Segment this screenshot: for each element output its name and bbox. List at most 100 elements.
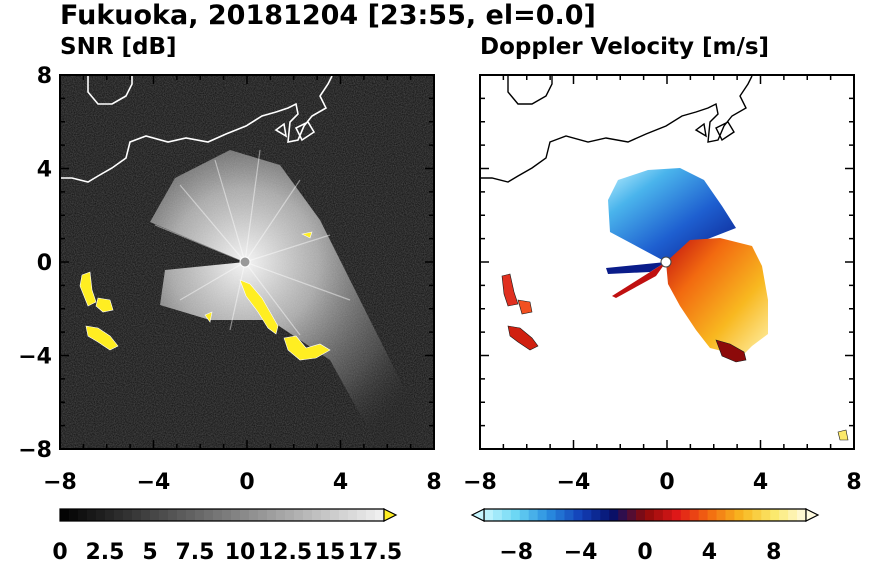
velocity-colorbar-label: 0: [637, 540, 652, 565]
velocity-colorbar-label: 4: [702, 540, 717, 565]
velocity-colorbar-cell: [627, 509, 637, 521]
snr-colorbar-cell: [195, 509, 205, 521]
velocity-receding-sector: [666, 238, 768, 358]
velocity-colorbar-cell: [743, 509, 753, 521]
snr-colorbar-label: 17.5: [348, 540, 402, 565]
snr-colorbar-cell: [375, 509, 385, 521]
snr-colorbar-cell: [87, 509, 97, 521]
velocity-colorbar: −8 −4 0 4 8: [470, 508, 820, 565]
velocity-colorbar-extend-max: [805, 508, 820, 522]
snr-colorbar-cell: [114, 509, 124, 521]
snr-colorbar-cell: [258, 509, 268, 521]
snr-colorbar-label: 12.5: [258, 540, 312, 565]
snr-colorbar-cell: [168, 509, 178, 521]
velocity-x-tick-label: −4: [557, 470, 591, 495]
velocity-colorbar-cell: [752, 509, 762, 521]
snr-colorbar-cell: [348, 509, 358, 521]
snr-y-tick-label: −4: [18, 345, 52, 370]
velocity-colorbar-cell: [573, 509, 583, 521]
velocity-colorbar-cell: [564, 509, 574, 521]
snr-colorbar-cell: [150, 509, 160, 521]
snr-colorbar-label: 15: [315, 540, 346, 565]
velocity-isolated-echoes: [501, 273, 849, 441]
snr-colorbar-label: 5: [142, 540, 157, 565]
velocity-colorbar-cell: [689, 509, 700, 521]
velocity-colorbar-cell: [716, 509, 726, 521]
snr-colorbar-cell: [285, 509, 295, 521]
snr-colorbar-label: 7.5: [176, 540, 215, 565]
snr-coastline: [60, 75, 333, 183]
snr-colorbar-cell: [294, 509, 304, 521]
velocity-colorbar-cell: [609, 509, 619, 521]
velocity-radar-site: [660, 256, 672, 268]
velocity-approaching-sector: [608, 168, 736, 262]
snr-colorbar-cell: [177, 509, 187, 521]
snr-colorbar-cell: [78, 509, 88, 521]
velocity-colorbar-cell: [725, 509, 735, 521]
snr-colorbar-cell: [321, 509, 331, 521]
snr-x-tick-label: −4: [137, 470, 171, 495]
snr-colorbar-cell: [123, 509, 133, 521]
velocity-colorbar-label: −8: [499, 540, 533, 565]
velocity-x-tick-label: 4: [753, 470, 768, 495]
velocity-x-tick-label: 0: [659, 470, 674, 495]
snr-axes: −8 −4 0 4 8 −8 −4 0 4 8: [18, 64, 441, 495]
velocity-colorbar-label: 8: [766, 540, 781, 565]
velocity-colorbar-cell: [707, 509, 717, 521]
snr-colorbar-cell: [186, 509, 196, 521]
snr-colorbar-cell: [357, 509, 367, 521]
velocity-colorbar-cell: [680, 509, 691, 521]
velocity-colorbar-label: −4: [564, 540, 598, 565]
velocity-colorbar-cell: [788, 509, 798, 521]
velocity-colorbar-cell: [662, 509, 673, 521]
snr-colorbar-cell: [141, 509, 151, 521]
snr-colorbar-cell: [276, 509, 286, 521]
snr-y-tick-label: 8: [37, 64, 52, 89]
snr-colorbar-cell: [249, 509, 259, 521]
velocity-colorbar-cell: [645, 509, 655, 521]
velocity-colorbar-cell: [600, 509, 610, 521]
snr-colorbar-cell: [312, 509, 322, 521]
snr-colorbar-cell: [69, 509, 79, 521]
velocity-colorbar-cell: [779, 509, 789, 521]
snr-colorbar: 0 2.5 5 7.5 10 12.5 15 17.5: [52, 508, 402, 565]
velocity-colorbar-cell: [546, 509, 556, 521]
snr-colorbar-cell: [60, 509, 70, 521]
velocity-colorbar-cell: [510, 509, 521, 521]
snr-panel: −8 −4 0 4 8 −8 −4 0 4 8: [18, 64, 441, 495]
snr-radar-site: [239, 256, 251, 268]
snr-panel-title: SNR [dB]: [60, 34, 177, 60]
snr-colorbar-label: 0: [52, 540, 67, 565]
velocity-colorbar-cell: [501, 509, 512, 521]
velocity-colorbar-cell: [618, 509, 628, 521]
velocity-colorbar-cell: [484, 509, 494, 521]
velocity-coastline: [480, 75, 753, 183]
snr-colorbar-cell: [132, 509, 142, 521]
snr-colorbar-cell: [339, 509, 349, 521]
snr-x-tick-label: −8: [43, 470, 77, 495]
snr-colorbar-cell: [366, 509, 376, 521]
snr-colorbar-label: 10: [225, 540, 256, 565]
snr-y-tick-label: −8: [18, 438, 52, 463]
snr-colorbar-label: 2.5: [86, 540, 125, 565]
velocity-west-beam: [606, 262, 666, 274]
velocity-colorbar-extend-min: [470, 508, 485, 522]
velocity-colorbar-cell: [671, 509, 682, 521]
velocity-colorbar-cell: [582, 509, 592, 521]
velocity-panel: −8 −4 0 4 8: [463, 74, 862, 495]
velocity-southwest-beam: [612, 262, 666, 298]
snr-colorbar-cell: [96, 509, 106, 521]
velocity-colorbar-cell: [528, 509, 539, 521]
snr-radial-streaks: [154, 149, 351, 336]
velocity-colorbar-cell: [761, 509, 771, 521]
snr-echo-fan: [150, 150, 420, 449]
velocity-colorbar-cell: [537, 509, 548, 521]
velocity-colorbar-cell: [492, 509, 503, 521]
snr-x-tick-label: 0: [239, 470, 254, 495]
snr-colorbar-cell: [159, 509, 169, 521]
snr-colorbar-cell: [213, 509, 223, 521]
snr-colorbar-cell: [231, 509, 241, 521]
velocity-axes: −8 −4 0 4 8: [463, 74, 862, 495]
velocity-colorbar-cell: [519, 509, 530, 521]
